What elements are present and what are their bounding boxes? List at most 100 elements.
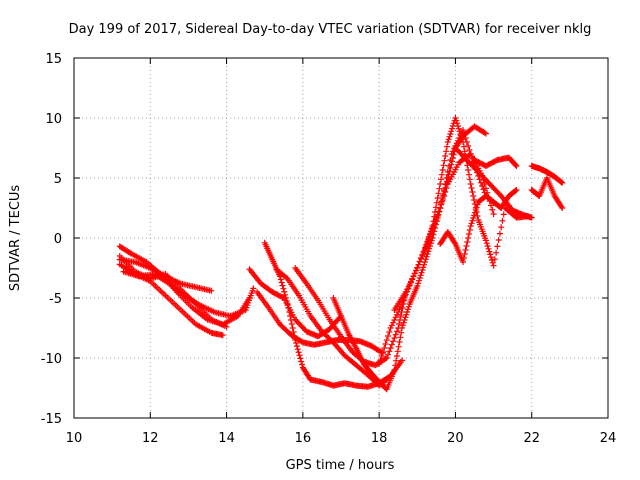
data-point-marker bbox=[465, 231, 472, 237]
data-point-marker bbox=[392, 314, 399, 321]
data-point-marker bbox=[421, 259, 428, 265]
data-point-marker bbox=[471, 212, 478, 219]
data-point-marker bbox=[512, 162, 519, 169]
data-point-marker bbox=[433, 199, 440, 206]
data-point-marker bbox=[413, 267, 420, 274]
data-point-marker bbox=[411, 270, 418, 277]
data-point-marker bbox=[414, 265, 421, 271]
series-track-5 bbox=[116, 253, 230, 330]
data-point-marker bbox=[465, 171, 472, 178]
data-point-marker bbox=[425, 236, 432, 243]
x-tick-label: 24 bbox=[600, 431, 617, 446]
data-point-marker bbox=[445, 136, 452, 143]
data-point-marker bbox=[417, 272, 424, 279]
data-point-marker bbox=[286, 309, 293, 315]
data-point-marker bbox=[467, 151, 474, 157]
data-point-marker bbox=[467, 223, 474, 229]
data-point-marker bbox=[439, 193, 446, 199]
series-track-9 bbox=[254, 289, 386, 357]
data-point-marker bbox=[439, 167, 446, 173]
series-track-16 bbox=[452, 145, 535, 221]
data-point-marker bbox=[392, 331, 399, 338]
data-point-marker bbox=[454, 137, 461, 144]
data-point-marker bbox=[277, 276, 284, 283]
data-point-marker bbox=[402, 289, 409, 295]
data-point-marker bbox=[453, 117, 460, 124]
data-point-marker bbox=[395, 343, 402, 350]
data-point-marker bbox=[446, 163, 453, 169]
data-point-marker bbox=[440, 187, 447, 193]
data-point-marker bbox=[471, 209, 478, 216]
y-axis-label: SDTVAR / TECUs bbox=[8, 185, 23, 292]
data-point-marker bbox=[447, 157, 454, 163]
data-point-marker bbox=[481, 129, 488, 136]
data-point-marker bbox=[285, 305, 292, 311]
data-point-marker bbox=[452, 115, 459, 121]
x-tick-label: 12 bbox=[142, 431, 159, 446]
data-point-marker bbox=[418, 269, 425, 276]
data-point-marker bbox=[482, 237, 489, 244]
x-tick-label: 20 bbox=[447, 431, 464, 446]
data-point-marker bbox=[449, 123, 456, 129]
data-point-marker bbox=[295, 349, 302, 356]
data-point-marker bbox=[401, 317, 408, 323]
data-point-marker bbox=[489, 259, 496, 266]
data-point-marker bbox=[499, 217, 506, 224]
data-point-marker bbox=[474, 201, 481, 208]
data-point-marker bbox=[456, 128, 463, 135]
data-point-marker bbox=[435, 190, 442, 197]
data-point-marker bbox=[383, 337, 390, 343]
data-point-marker bbox=[468, 185, 475, 191]
data-point-marker bbox=[402, 314, 409, 321]
data-point-marker bbox=[407, 278, 414, 285]
data-point-marker bbox=[386, 348, 393, 355]
data-point-marker bbox=[219, 332, 226, 339]
data-point-marker bbox=[398, 329, 405, 336]
data-point-marker bbox=[391, 317, 398, 323]
data-point-marker bbox=[490, 211, 497, 217]
data-point-marker bbox=[444, 139, 451, 145]
data-point-marker bbox=[460, 127, 467, 133]
data-point-marker bbox=[419, 267, 426, 273]
data-point-marker bbox=[392, 362, 399, 369]
data-point-marker bbox=[421, 247, 428, 253]
data-point-marker bbox=[455, 125, 462, 132]
data-point-marker bbox=[491, 256, 498, 263]
data-point-marker bbox=[470, 193, 477, 199]
data-point-marker bbox=[424, 251, 431, 257]
data-point-marker bbox=[405, 283, 412, 290]
data-point-marker bbox=[469, 217, 476, 224]
grid-layer bbox=[74, 58, 608, 418]
data-point-marker bbox=[378, 353, 385, 359]
data-point-marker bbox=[420, 248, 427, 255]
data-point-marker bbox=[399, 357, 406, 364]
data-point-marker bbox=[465, 235, 472, 241]
data-point-marker bbox=[391, 335, 398, 341]
data-point-marker bbox=[441, 157, 448, 164]
data-point-marker bbox=[424, 239, 431, 245]
data-point-marker bbox=[431, 213, 438, 220]
y-tick-label: 10 bbox=[45, 112, 62, 127]
data-point-marker bbox=[250, 285, 257, 292]
data-layer bbox=[116, 115, 566, 393]
data-point-marker bbox=[409, 275, 416, 282]
data-point-marker bbox=[472, 207, 479, 213]
series-track-3 bbox=[116, 261, 226, 339]
data-point-marker bbox=[477, 179, 484, 186]
data-point-marker bbox=[404, 306, 411, 313]
data-point-marker bbox=[382, 341, 389, 347]
data-point-marker bbox=[435, 208, 442, 215]
data-point-marker bbox=[460, 255, 467, 261]
data-point-marker bbox=[436, 185, 443, 192]
data-point-marker bbox=[438, 171, 445, 178]
data-point-marker bbox=[280, 285, 287, 292]
data-point-marker bbox=[485, 245, 492, 252]
data-point-marker bbox=[437, 181, 444, 187]
data-point-marker bbox=[388, 341, 395, 348]
data-point-marker bbox=[403, 311, 410, 318]
data-point-marker bbox=[430, 218, 437, 225]
data-point-marker bbox=[282, 294, 289, 301]
data-point-marker bbox=[406, 281, 413, 287]
data-point-marker bbox=[559, 205, 566, 211]
data-point-marker bbox=[391, 367, 398, 373]
